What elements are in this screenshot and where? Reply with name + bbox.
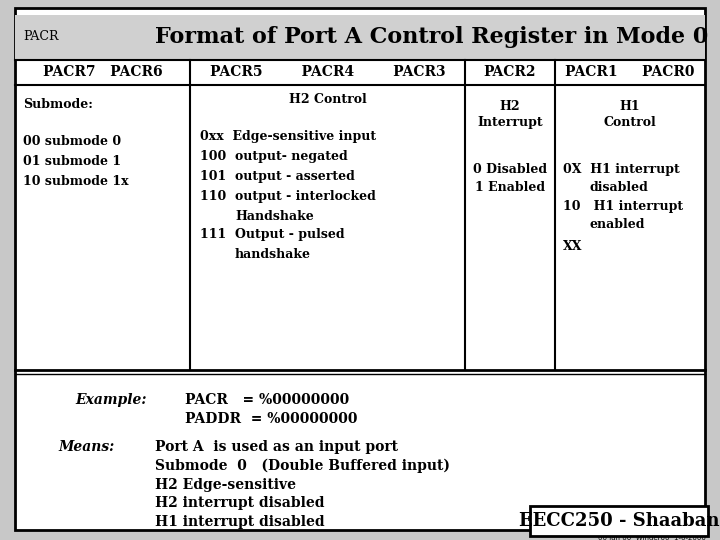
Text: Port A  is used as an input port: Port A is used as an input port — [155, 440, 398, 454]
Text: 111  Output - pulsed: 111 Output - pulsed — [200, 228, 345, 241]
Text: H2: H2 — [500, 100, 521, 113]
Text: H2 Control: H2 Control — [289, 93, 366, 106]
Text: Submode  0   (Double Buffered input): Submode 0 (Double Buffered input) — [155, 459, 450, 474]
Text: Means:: Means: — [58, 440, 114, 454]
Text: disabled: disabled — [590, 181, 649, 194]
Text: H1: H1 — [620, 100, 640, 113]
Text: Interrupt: Interrupt — [477, 116, 543, 129]
Text: Format of Port A Control Register in Mode 0: Format of Port A Control Register in Mod… — [155, 26, 708, 48]
Text: Submode:: Submode: — [23, 98, 93, 111]
Text: H2 Edge-sensitive: H2 Edge-sensitive — [155, 478, 296, 492]
Text: 0X  H1 interrupt: 0X H1 interrupt — [563, 163, 680, 176]
Text: Handshake: Handshake — [235, 210, 314, 223]
Text: PACR1     PACR0: PACR1 PACR0 — [565, 65, 695, 79]
Text: PACR5        PACR4        PACR3: PACR5 PACR4 PACR3 — [210, 65, 445, 79]
Text: Example:: Example: — [75, 393, 146, 407]
Text: PACR: PACR — [23, 30, 58, 44]
Text: PADDR  = %00000000: PADDR = %00000000 — [185, 412, 358, 426]
Text: H2 interrupt disabled: H2 interrupt disabled — [155, 496, 325, 510]
Text: 101  output - asserted: 101 output - asserted — [200, 170, 355, 183]
Text: H1 interrupt disabled: H1 interrupt disabled — [155, 515, 325, 529]
FancyBboxPatch shape — [15, 8, 705, 530]
Text: 1 Enabled: 1 Enabled — [475, 181, 545, 194]
Text: 10   H1 interrupt: 10 H1 interrupt — [563, 200, 683, 213]
Text: 10 submode 1x: 10 submode 1x — [23, 175, 129, 188]
Text: 0xx  Edge-sensitive input: 0xx Edge-sensitive input — [200, 130, 376, 143]
Text: PACR7   PACR6: PACR7 PACR6 — [42, 65, 162, 79]
Text: 00 Jan 00  Winder00  1-6-2000: 00 Jan 00 Winder00 1-6-2000 — [598, 535, 706, 540]
Text: PACR   = %00000000: PACR = %00000000 — [185, 393, 349, 407]
FancyBboxPatch shape — [530, 506, 708, 536]
Text: XX: XX — [563, 240, 582, 253]
Text: 110  output - interlocked: 110 output - interlocked — [200, 190, 376, 203]
Bar — [15, 15, 705, 60]
Text: PACR2: PACR2 — [484, 65, 536, 79]
Text: EECC250 - Shaaban: EECC250 - Shaaban — [518, 512, 719, 530]
Text: Control: Control — [603, 116, 657, 129]
Text: 100  output- negated: 100 output- negated — [200, 150, 348, 163]
Text: handshake: handshake — [235, 248, 311, 261]
Text: 01 submode 1: 01 submode 1 — [23, 155, 121, 168]
Text: enabled: enabled — [590, 218, 646, 231]
Text: 0 Disabled: 0 Disabled — [473, 163, 547, 176]
Text: 00 submode 0: 00 submode 0 — [23, 135, 121, 148]
